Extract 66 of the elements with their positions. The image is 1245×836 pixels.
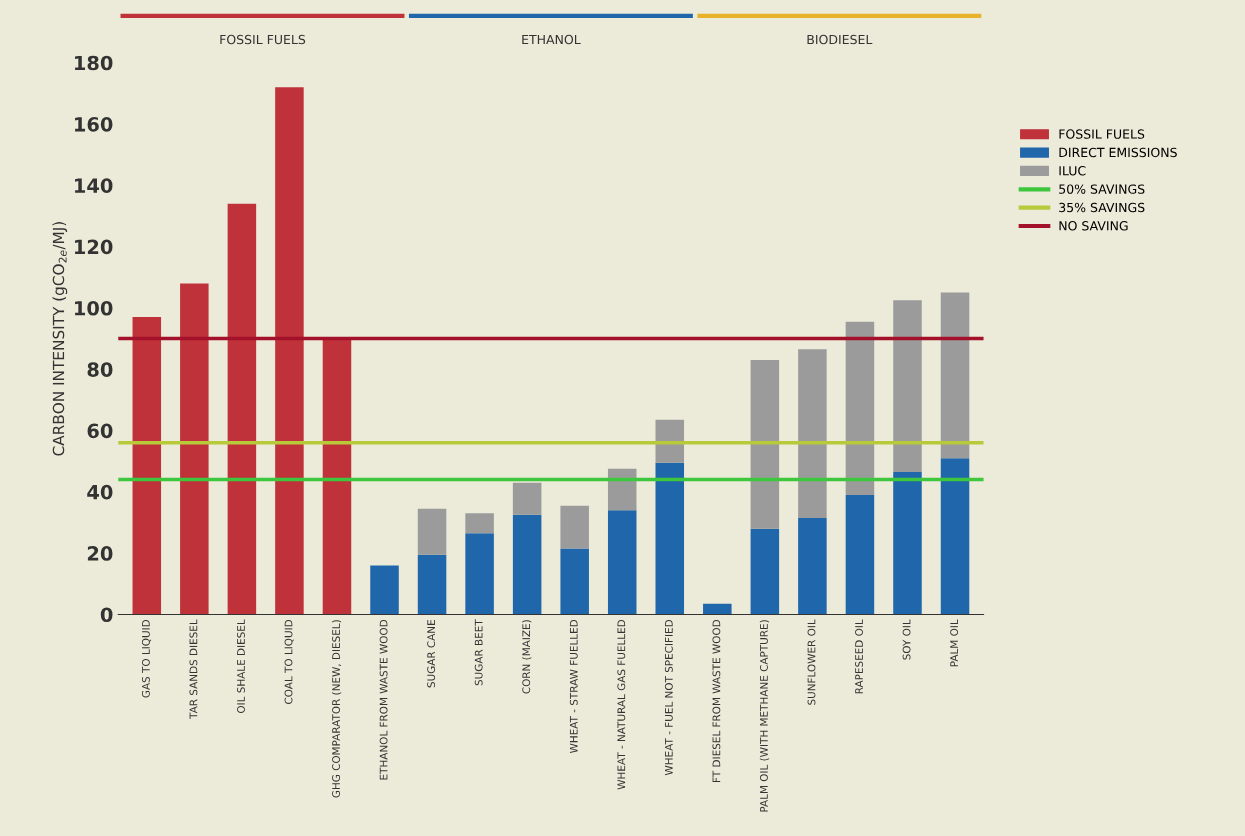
bar	[560, 548, 589, 615]
bar	[275, 87, 304, 615]
x-tick-label: OIL SHALE DIESEL	[237, 619, 245, 714]
legend-label: ILUC	[1059, 166, 1086, 176]
bar	[512, 482, 542, 515]
x-tick-label: WHEAT - NATURAL GAS FUELLED	[617, 619, 626, 790]
x-tick-label: WHEAT - FUEL NOT SPECIFIED	[664, 619, 673, 776]
bar	[370, 565, 399, 615]
y-tick-label: 100	[75, 300, 113, 316]
y-tick-label: 80	[87, 362, 113, 377]
text: ETHANOL	[522, 34, 581, 45]
bar	[798, 517, 827, 615]
bar	[465, 513, 494, 534]
y-tick-label: 120	[75, 239, 113, 255]
legend-label: DIRECT EMISSIONS	[1059, 147, 1177, 158]
y-tick-label: 140	[75, 178, 113, 193]
y-tick-label: 20	[87, 546, 113, 561]
bar	[798, 349, 827, 518]
x-tick-label: PALM OIL	[950, 619, 959, 667]
x-tick-label: SUGAR BEET	[474, 619, 483, 686]
x-tick-label: SUNFLOWER OIL	[807, 619, 816, 705]
legend-label: 50% SAVINGS	[1059, 184, 1145, 194]
bar	[607, 510, 637, 615]
bar	[893, 300, 922, 472]
y-tick-label: 60	[87, 423, 113, 439]
text: BIODIESEL	[807, 34, 873, 45]
bar	[655, 462, 685, 615]
x-tick-label: WHEAT - STRAW FUELLED	[569, 619, 578, 754]
bar	[607, 468, 637, 511]
y-axis-title: CARBON INTENSITY (gCO$_{2e}$/MJ)	[52, 222, 68, 456]
bar	[750, 528, 780, 615]
x-tick-label: FT DIESEL FROM WASTE WOOD	[712, 619, 721, 782]
bar	[560, 505, 589, 549]
x-tick-label: RAPESEED OIL	[855, 619, 863, 694]
x-tick-label: SUGAR CANE	[427, 619, 436, 688]
y-tick-label: 0	[100, 607, 113, 623]
bar	[750, 360, 780, 529]
y-tick-label: 180	[75, 55, 113, 71]
bar	[940, 458, 970, 615]
bar	[940, 292, 970, 459]
text: FOSSIL FUELS	[220, 34, 306, 45]
bar	[180, 283, 209, 615]
bar	[322, 338, 352, 615]
x-tick-label: CORN (MAIZE)	[522, 620, 532, 694]
x-tick-label: PALM OIL (WITH METHANE CAPTURE)	[759, 620, 770, 812]
bar	[417, 508, 447, 555]
legend-label: NO SAVING	[1059, 221, 1128, 231]
bar	[132, 317, 162, 615]
bar	[703, 603, 732, 615]
y-tick-label: 160	[75, 116, 113, 132]
bar	[893, 471, 922, 615]
x-tick-label: COAL TO LIQUID	[284, 619, 294, 704]
bar	[845, 321, 875, 495]
bar	[512, 514, 542, 615]
bar	[845, 494, 875, 615]
legend-label: FOSSIL FUELS	[1059, 129, 1145, 139]
x-tick-label: SOY OIL	[902, 619, 911, 660]
bar	[417, 554, 447, 615]
bar	[465, 533, 494, 615]
x-tick-label: TAR SANDS DIESEL	[189, 619, 198, 719]
x-tick-label: ETHANOL FROM WASTE WOOD	[379, 619, 388, 780]
y-tick-label: 40	[87, 484, 113, 500]
x-tick-label: GAS TO LIQUID	[141, 619, 152, 698]
bar	[227, 203, 257, 615]
x-tick-label: GHG COMPARATOR (NEW, DIESEL)	[331, 620, 342, 798]
legend-label: 35% SAVINGS	[1059, 202, 1145, 213]
